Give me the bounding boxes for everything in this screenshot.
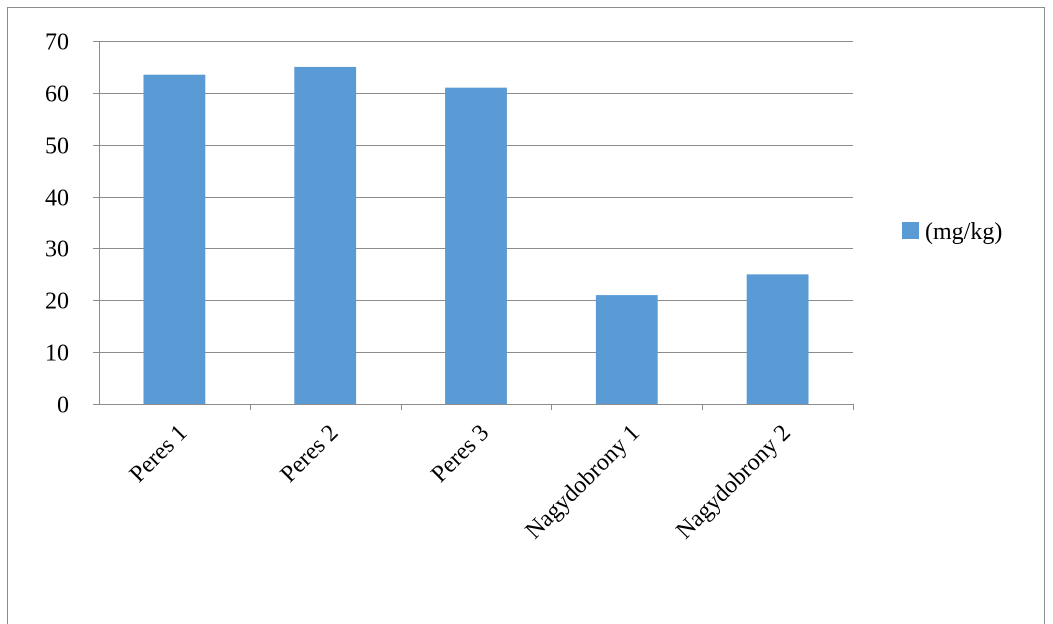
y-tick-label: 60 [45, 82, 69, 108]
y-tick-label: 10 [45, 341, 69, 367]
y-tick-labels: 0 10 20 30 40 50 60 70 [45, 30, 69, 419]
bars [143, 66, 809, 405]
legend-label: (mg/kg) [925, 219, 1002, 245]
bar [143, 74, 206, 404]
bar [445, 87, 507, 405]
x-tick-label: Nagydobrony 1 [521, 420, 645, 544]
x-tick-label: Peres 2 [276, 420, 344, 488]
y-tick-label: 20 [45, 289, 69, 315]
x-tick-label: Nagydobrony 2 [671, 420, 795, 544]
x-tick-label: Peres 1 [125, 420, 193, 488]
y-tick-label: 30 [45, 237, 69, 263]
x-tick-label: Peres 3 [426, 420, 494, 488]
legend: (mg/kg) [902, 219, 1002, 245]
y-tick-label: 0 [57, 393, 69, 419]
x-tick-labels: Peres 1 Peres 2 Peres 3 Nagydobrony 1 Nagydo… [125, 420, 796, 544]
y-tick-label: 50 [45, 134, 69, 160]
bar [294, 66, 357, 404]
bar [595, 295, 658, 404]
y-tick-label: 70 [45, 30, 69, 56]
legend-swatch [902, 222, 919, 239]
y-tick-label: 40 [45, 186, 69, 212]
bar [746, 274, 809, 404]
axes [93, 41, 854, 410]
